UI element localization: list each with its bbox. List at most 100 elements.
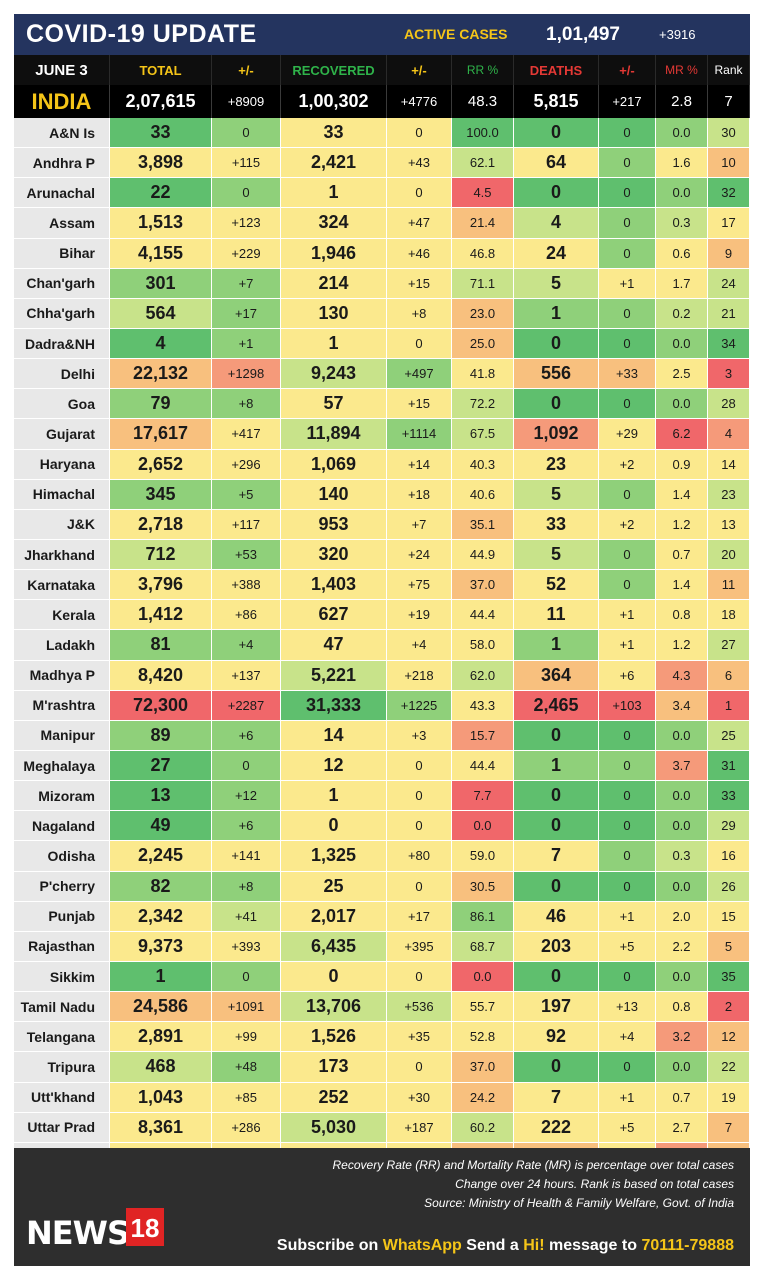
state-recovered: 140 — [281, 479, 387, 510]
state-deaths-change: 0 — [599, 479, 656, 510]
state-recovered-change: 0 — [387, 328, 452, 360]
table-row: A&N Is 33 0 33 0 100.0 0 0 0.0 30 — [14, 118, 750, 149]
state-recovered: 0 — [281, 811, 387, 842]
table-row: Assam 1,513 +123 324 +47 21.4 4 0 0.3 17 — [14, 208, 750, 239]
state-rank: 23 — [708, 479, 750, 510]
state-total: 4,155 — [110, 238, 212, 269]
state-rank: 30 — [708, 118, 750, 149]
subscribe-post: message to — [544, 1237, 642, 1254]
state-total-change: +53 — [212, 539, 281, 571]
state-total-change: +48 — [212, 1052, 281, 1083]
state-recovery-rate: 21.4 — [452, 208, 514, 239]
state-recovery-rate: 58.0 — [452, 630, 514, 661]
state-total: 345 — [110, 479, 212, 510]
state-deaths-change: +5 — [599, 931, 656, 962]
header-deaths-change: +/- — [599, 55, 656, 85]
state-deaths: 0 — [514, 961, 599, 993]
state-total: 27 — [110, 750, 212, 782]
state-deaths: 1 — [514, 298, 599, 329]
table-row: Tripura 468 +48 173 0 37.0 0 0 0.0 22 — [14, 1052, 750, 1083]
state-deaths-change: 0 — [599, 811, 656, 842]
table-row: Odisha 2,245 +141 1,325 +80 59.0 7 0 0.3 16 — [14, 841, 750, 872]
state-deaths: 2,465 — [514, 690, 599, 721]
state-deaths-change: 0 — [599, 750, 656, 782]
state-name: Madhya P — [14, 660, 110, 691]
state-mortality-rate: 3.7 — [656, 750, 708, 782]
table-row: Arunachal 22 0 1 0 4.5 0 0 0.0 32 — [14, 178, 750, 209]
state-mortality-rate: 0.7 — [656, 539, 708, 571]
table-row: Chan'garh 301 +7 214 +15 71.1 5 +1 1.7 24 — [14, 268, 750, 299]
state-deaths: 0 — [514, 1052, 599, 1083]
state-recovery-rate: 71.1 — [452, 268, 514, 299]
state-rank: 12 — [708, 1022, 750, 1053]
state-recovered-change: +395 — [387, 931, 452, 962]
state-mortality-rate: 0.3 — [656, 841, 708, 872]
state-total-change: +296 — [212, 449, 281, 480]
state-mortality-rate: 0.3 — [656, 208, 708, 239]
footer-note-change: Change over 24 hours. Rank is based on t… — [455, 1177, 734, 1191]
state-recovery-rate: 72.2 — [452, 389, 514, 420]
state-total-change: +417 — [212, 419, 281, 450]
state-total-change: +137 — [212, 660, 281, 691]
state-total-change: +6 — [212, 811, 281, 842]
table-header: JUNE 3 TOTAL +/- RECOVERED +/- RR % DEAT… — [14, 55, 750, 85]
state-recovered: 1,325 — [281, 841, 387, 872]
state-total-change: +1298 — [212, 359, 281, 390]
state-recovered: 1 — [281, 781, 387, 812]
state-recovered: 5,221 — [281, 660, 387, 691]
subscribe-app: WhatsApp — [382, 1237, 462, 1254]
state-mortality-rate: 4.3 — [656, 660, 708, 691]
state-rank: 9 — [708, 238, 750, 269]
state-rank: 22 — [708, 1052, 750, 1083]
state-total: 72,300 — [110, 690, 212, 721]
state-total-change: +4 — [212, 630, 281, 661]
state-mortality-rate: 3.4 — [656, 690, 708, 721]
title-bar: COVID-19 UPDATE ACTIVE CASES 1,01,497 +3… — [14, 14, 750, 55]
state-recovery-rate: 62.1 — [452, 148, 514, 179]
state-total: 2,245 — [110, 841, 212, 872]
state-mortality-rate: 3.2 — [656, 1022, 708, 1053]
table-row: Sikkim 1 0 0 0 0.0 0 0 0.0 35 — [14, 961, 750, 993]
table-row: Kerala 1,412 +86 627 +19 44.4 11 +1 0.8 18 — [14, 600, 750, 631]
state-name: Gujarat — [14, 419, 110, 450]
state-total: 3,796 — [110, 570, 212, 601]
state-rank: 7 — [708, 1112, 750, 1143]
state-rank: 3 — [708, 359, 750, 390]
state-recovered-change: +218 — [387, 660, 452, 691]
state-total: 79 — [110, 389, 212, 420]
state-recovered-change: +30 — [387, 1082, 452, 1113]
state-deaths-change: 0 — [599, 961, 656, 993]
state-mortality-rate: 1.4 — [656, 570, 708, 601]
active-cases-delta: +3916 — [659, 27, 696, 42]
state-deaths-change: 0 — [599, 178, 656, 209]
state-recovery-rate: 59.0 — [452, 841, 514, 872]
state-mortality-rate: 0.0 — [656, 781, 708, 812]
state-recovered-change: +75 — [387, 570, 452, 601]
state-deaths: 222 — [514, 1112, 599, 1143]
state-name: Kerala — [14, 600, 110, 631]
state-mortality-rate: 0.0 — [656, 720, 708, 751]
state-deaths-change: +6 — [599, 660, 656, 691]
state-total: 8,361 — [110, 1112, 212, 1143]
state-total: 13 — [110, 781, 212, 812]
state-mortality-rate: 0.9 — [656, 449, 708, 480]
state-total: 468 — [110, 1052, 212, 1083]
state-mortality-rate: 0.0 — [656, 1052, 708, 1083]
state-name: Goa — [14, 389, 110, 420]
state-recovered-change: 0 — [387, 811, 452, 842]
state-recovered: 6,435 — [281, 931, 387, 962]
state-recovered: 324 — [281, 208, 387, 239]
state-mortality-rate: 1.4 — [656, 479, 708, 510]
state-total: 2,342 — [110, 901, 212, 932]
footer-note-rates: Recovery Rate (RR) and Mortality Rate (M… — [332, 1158, 734, 1172]
page-title: COVID-19 UPDATE — [26, 20, 257, 48]
state-total: 1 — [110, 961, 212, 993]
state-deaths: 0 — [514, 781, 599, 812]
state-recovered-change: +15 — [387, 268, 452, 299]
table-row: Madhya P 8,420 +137 5,221 +218 62.0 364 +6 4.3 6 — [14, 660, 750, 691]
state-deaths-change: +2 — [599, 449, 656, 480]
state-mortality-rate: 2.5 — [656, 359, 708, 390]
table-row: Mizoram 13 +12 1 0 7.7 0 0 0.0 33 — [14, 781, 750, 812]
state-name: Sikkim — [14, 961, 110, 993]
state-deaths: 7 — [514, 841, 599, 872]
